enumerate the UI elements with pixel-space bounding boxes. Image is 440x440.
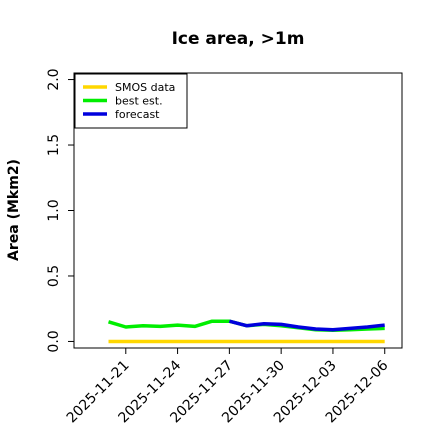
legend-entry: SMOS data	[115, 81, 175, 94]
y-tick-label: 2.0	[46, 68, 62, 90]
legend-entry: forecast	[115, 108, 160, 121]
y-axis: 0.0 0.5 1.0 1.5 2.0	[46, 68, 74, 353]
chart-title: Ice area, >1m	[172, 29, 305, 49]
y-tick-label: 1.0	[46, 199, 62, 221]
series-layer	[107, 319, 385, 344]
y-axis-label: Area (Mkm2)	[6, 159, 22, 261]
y-tick-label: 0.5	[46, 265, 62, 287]
series-line-forecast	[228, 319, 385, 332]
y-tick-label: 1.5	[46, 134, 62, 156]
y-tick-label: 0.0	[46, 330, 62, 352]
legend-entry: best est.	[115, 95, 163, 108]
x-axis: 2025-11-212025-11-242025-11-272025-11-30…	[64, 348, 392, 426]
